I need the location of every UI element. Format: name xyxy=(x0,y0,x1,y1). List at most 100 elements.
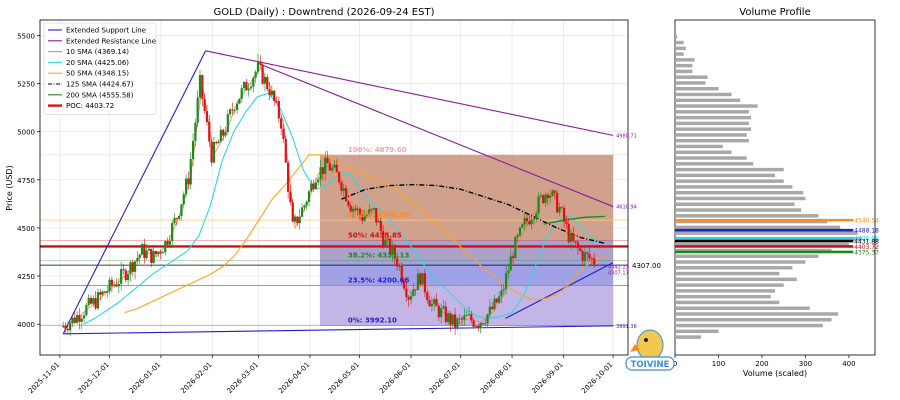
volume-bar xyxy=(675,173,775,178)
candle-body xyxy=(428,299,431,307)
candle-body xyxy=(430,303,433,307)
candle-body xyxy=(511,256,515,259)
candle-body xyxy=(333,164,336,168)
candle-body xyxy=(523,218,526,225)
x-tick-label: 2026-10-01 xyxy=(580,361,614,395)
volume-bar xyxy=(675,294,771,299)
fib-band xyxy=(319,260,614,286)
volume-marker-label: 4403.72 xyxy=(854,244,879,251)
candle-body xyxy=(344,188,348,202)
legend-label: 125 SMA (4424.67) xyxy=(66,81,134,89)
candle-body xyxy=(120,269,123,284)
volume-profile-markers: 4540.54 4488.184446.964431.884403.724375.… xyxy=(675,218,879,256)
candle-body xyxy=(525,218,529,222)
candle-body xyxy=(143,244,146,259)
support-line-label: 3991.36 xyxy=(616,324,637,330)
candle-body xyxy=(219,129,222,142)
fib-level-label: 50%: 4435.85 xyxy=(348,231,402,239)
candle-body xyxy=(233,109,236,111)
candle-body xyxy=(242,81,246,89)
candle-body xyxy=(400,266,403,282)
candle-body xyxy=(140,244,144,255)
x-tick-label: 2025-11-01 xyxy=(27,361,61,395)
candle-body xyxy=(347,201,350,206)
volume-bar xyxy=(675,69,693,74)
x-tick-label: 2025-12-01 xyxy=(77,361,111,395)
volume-bar xyxy=(675,219,828,224)
candle-body xyxy=(442,306,445,309)
candle-body xyxy=(293,216,297,222)
volume-bar xyxy=(675,242,849,247)
y-tick-label: 4500 xyxy=(17,225,35,233)
candle-body xyxy=(106,291,109,293)
candle-body xyxy=(375,208,378,223)
volume-bar xyxy=(675,92,732,97)
candle-body xyxy=(277,100,280,119)
volume-x-tick-label: 0 xyxy=(673,360,677,368)
toivine-logo-watermark: TOIVINE xyxy=(625,329,675,371)
candle-body xyxy=(157,251,160,255)
candle-body xyxy=(498,296,501,303)
candle-body xyxy=(287,162,290,192)
candle-body xyxy=(416,273,420,291)
x-tick-label: 2026-06-01 xyxy=(378,361,412,395)
candle-body xyxy=(62,325,65,328)
support-line-recent xyxy=(505,262,614,319)
volume-bar xyxy=(675,196,806,201)
volume-bar xyxy=(675,306,810,310)
candle-body xyxy=(298,216,301,224)
candle-body xyxy=(110,279,113,286)
candle-body xyxy=(537,196,540,214)
volume-profile-axes: 0 100 200 300 400 xyxy=(673,355,856,368)
volume-bar xyxy=(675,185,793,189)
candle-body xyxy=(154,251,158,255)
volume-bar xyxy=(675,179,784,183)
x-axis-label-volume: Volume (scaled) xyxy=(743,369,807,378)
horizontal-level-label: 4307.00 xyxy=(632,262,661,270)
candle-body xyxy=(210,141,213,163)
candle-body xyxy=(396,258,399,267)
candle-body xyxy=(254,71,257,78)
candle-body xyxy=(349,205,352,212)
candle-body xyxy=(444,306,447,323)
candle-body xyxy=(85,305,88,316)
candle-body xyxy=(484,323,487,325)
candle-body xyxy=(338,172,341,183)
candle-body xyxy=(266,76,269,89)
x-tick-label: 2026-03-01 xyxy=(226,361,260,395)
volume-profile-title: Volume Profile xyxy=(739,7,810,18)
candle-body xyxy=(224,132,227,136)
candle-body xyxy=(398,266,401,267)
candle-body xyxy=(467,314,471,316)
candle-body xyxy=(328,163,331,171)
volume-bar xyxy=(675,35,678,39)
sma20-line xyxy=(82,92,605,325)
candle-body xyxy=(542,195,545,203)
candle-body xyxy=(150,248,153,263)
candle-body xyxy=(583,252,587,262)
x-tick-label: 2026-01-01 xyxy=(128,361,162,395)
x-tick-label: 2026-04-01 xyxy=(277,361,311,395)
candle-body xyxy=(194,122,197,141)
candle-body xyxy=(247,88,250,91)
candle-body xyxy=(180,204,183,216)
volume-bar xyxy=(675,58,695,62)
x-tick-label: 2026-08-01 xyxy=(479,361,513,395)
volume-bar xyxy=(675,248,832,253)
candle-body xyxy=(451,314,454,325)
candle-body xyxy=(535,213,538,219)
volume-bar xyxy=(675,40,684,45)
y-tick-label: 5000 xyxy=(17,129,35,137)
candle-body xyxy=(521,224,524,228)
candle-body xyxy=(463,315,466,320)
legend: Extended Support Line Extended Resistance… xyxy=(43,22,157,115)
candle-body xyxy=(133,261,137,272)
candle-body xyxy=(379,220,382,232)
volume-bar xyxy=(675,208,802,212)
candle-body xyxy=(249,86,253,89)
volume-bar xyxy=(675,138,749,143)
volume-bar xyxy=(675,202,795,206)
fibonacci-labels: 100%: 4879.60 61.8%: 4540.60 50%: 4435.85 3… xyxy=(348,146,410,325)
candle-body xyxy=(331,167,334,171)
candle-body xyxy=(217,141,220,144)
